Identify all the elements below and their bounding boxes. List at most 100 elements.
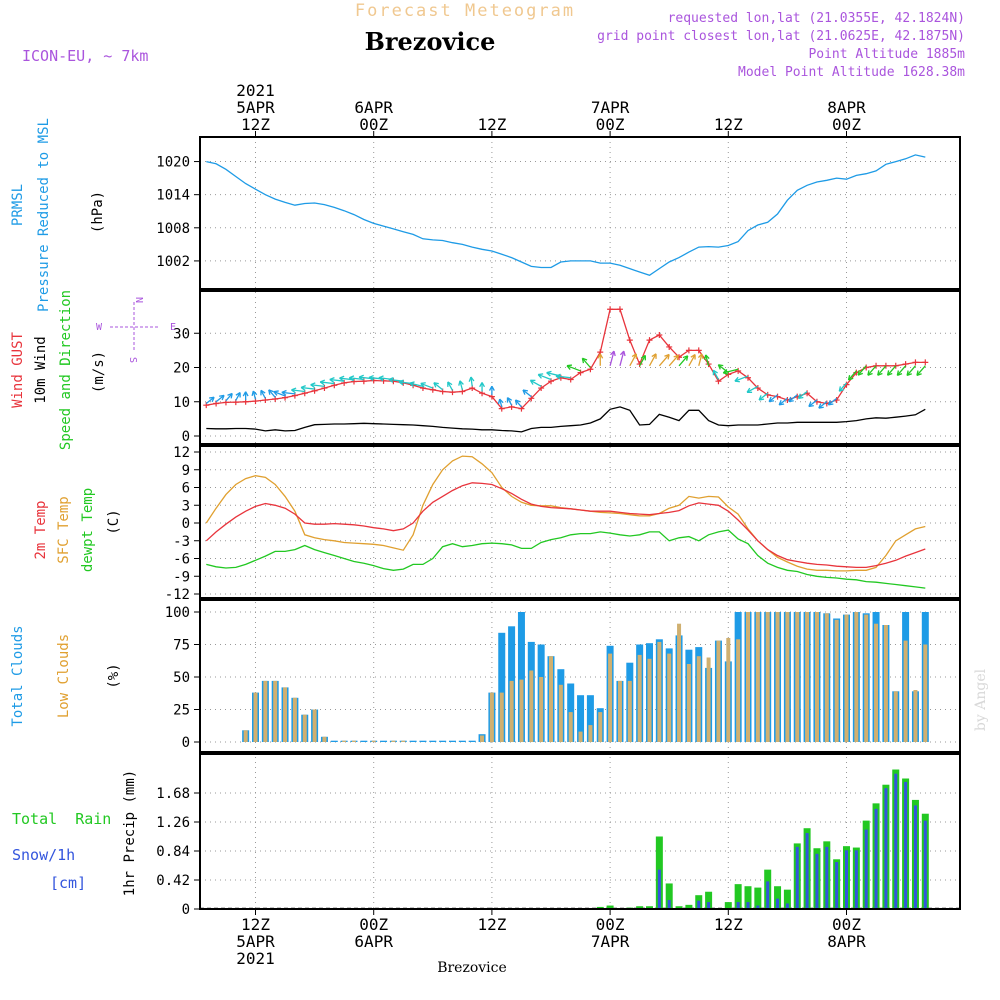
low-cloud-bar <box>795 612 800 742</box>
wind-arrow <box>734 375 749 382</box>
low-cloud-bar <box>814 612 819 742</box>
wind-arrow <box>555 375 571 379</box>
wind-arrow <box>281 391 295 395</box>
low-cloud-bar <box>775 612 780 742</box>
total-cloud-bar <box>330 740 338 742</box>
wind-arrow-head <box>808 401 814 408</box>
low-cloud-bar <box>627 680 632 742</box>
wind-arrow-head <box>682 355 689 361</box>
wind-arrow-head <box>597 353 604 359</box>
snow-bar <box>845 850 848 909</box>
low-clouds-label: Low Clouds <box>56 634 72 718</box>
wind-arrow-head <box>797 393 804 400</box>
wind-arrow <box>260 390 266 399</box>
wind-arrow-head <box>348 375 355 382</box>
wind-arrow <box>566 365 581 372</box>
low-cloud-bar <box>893 691 898 742</box>
top-time-label: 5APR <box>236 98 275 117</box>
y-tick-label: 1002 <box>156 254 190 270</box>
y-tick-label: -12 <box>165 587 190 603</box>
wind-arrow-head <box>673 354 680 361</box>
wind-arrow-head <box>916 370 922 377</box>
bottom-time-label: 12Z <box>477 915 506 934</box>
top-time-label: 00Z <box>596 115 625 134</box>
wind-arrow-head <box>896 370 903 376</box>
location-title: Brezovice <box>365 27 496 56</box>
low-cloud-bar <box>322 736 327 742</box>
y-tick-label: 0 <box>182 902 190 918</box>
y-tick-label: 75 <box>173 638 190 654</box>
wind-label: 10m Wind <box>33 336 49 403</box>
wind-arrow <box>896 365 907 376</box>
y-tick-label: 9 <box>182 463 190 479</box>
snow-bar <box>874 808 878 909</box>
wind-arrow <box>838 382 847 392</box>
wind-arrow <box>300 386 315 390</box>
wind-arrow <box>537 373 552 381</box>
snow-label: Snow/1h <box>12 846 75 864</box>
wind-arrow <box>329 378 345 382</box>
top-time-label: 00Z <box>359 115 388 134</box>
bottom-time-label: 12Z <box>241 915 270 934</box>
low-cloud-bar <box>558 684 563 742</box>
top-time-label: 2021 <box>236 81 275 100</box>
precip-axis-label: 1hr Precip (mm) <box>122 770 138 896</box>
gust-marker <box>735 367 742 374</box>
cloud-unit: (%) <box>106 663 122 688</box>
compass-s: S <box>127 357 138 363</box>
gust-marker <box>685 347 692 354</box>
total-cloud-bar <box>468 740 476 742</box>
snow-bar <box>657 869 661 909</box>
wind-arrow-head <box>497 398 504 405</box>
gust-marker <box>616 306 623 313</box>
wind-arrow-head <box>506 397 513 403</box>
wind-arrow <box>215 394 225 403</box>
low-cloud-bar <box>923 644 928 742</box>
wind-arrow <box>678 355 689 367</box>
wind-arrow <box>906 365 916 376</box>
wind-arrow <box>530 379 542 387</box>
total-cloud-bar <box>498 632 506 742</box>
bottom-time-label: 5APR <box>236 932 275 951</box>
precip-labels: Total Rain Snow/1h [cm] 1hr Precip (mm) <box>12 770 138 896</box>
wind-arrow <box>291 389 305 393</box>
t2m-line <box>205 482 926 569</box>
total-cloud-bar <box>380 740 388 742</box>
wind-arrow-head <box>468 376 475 382</box>
wind-arrow <box>609 350 615 366</box>
wind-arrow-head <box>546 370 552 377</box>
low-cloud-bar <box>489 692 494 742</box>
wind-arrow <box>887 365 897 376</box>
wind-arrow-head <box>877 370 883 376</box>
wind-arrow-head <box>514 399 521 406</box>
y-tick-label: 1008 <box>156 221 190 237</box>
bottom-time-label: 7APR <box>591 932 630 951</box>
rain-bar <box>685 904 693 909</box>
low-cloud-bar <box>617 680 622 742</box>
wind-arrow-head <box>251 390 258 397</box>
bottom-time-label: 00Z <box>596 915 625 934</box>
wind-arrow <box>867 365 877 376</box>
wind-arrow-head <box>458 380 464 386</box>
low-cloud-bar <box>637 654 642 742</box>
gust-marker <box>646 337 653 344</box>
low-cloud-bar <box>391 740 396 742</box>
low-cloud-bar <box>283 687 288 742</box>
total-cloud-bar <box>409 740 417 742</box>
prmsl-sub-label: Pressure Reduced to MSL <box>36 118 52 312</box>
wind-arrow <box>310 384 325 387</box>
low-cloud-bar <box>667 653 672 742</box>
wind-arrow-head <box>329 377 335 383</box>
wind-arrow <box>758 392 769 401</box>
snow-bar <box>825 846 829 909</box>
wind-arrow-head <box>529 379 536 385</box>
wind-arrow <box>225 393 233 402</box>
top-time-label: 12Z <box>241 115 270 134</box>
low-cloud-bar <box>549 656 553 742</box>
low-cloud-bar <box>519 679 524 742</box>
y-tick-label: 1014 <box>156 188 190 204</box>
low-cloud-bar <box>746 612 750 742</box>
wind-arrow-head <box>273 390 279 396</box>
low-cloud-bar <box>302 714 307 742</box>
temp-labels: 2m Temp SFC Temp dewpt Temp (C) <box>33 488 122 572</box>
